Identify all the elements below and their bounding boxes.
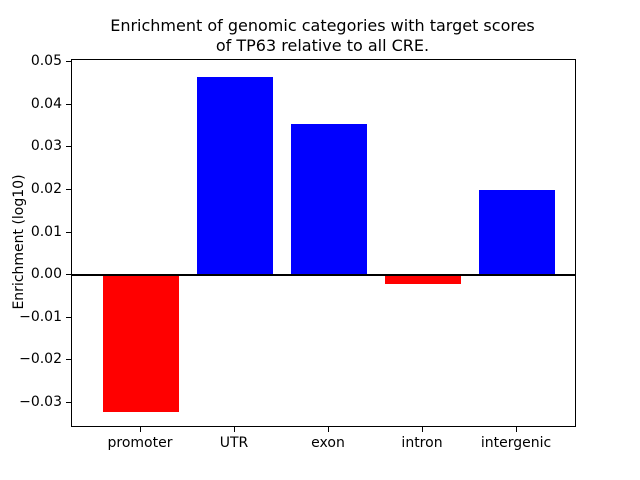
y-tick-label: 0.01 <box>30 224 62 240</box>
y-tick-mark <box>66 146 71 147</box>
y-tick-label: 0.00 <box>30 266 62 282</box>
y-tick-mark <box>66 359 71 360</box>
y-tick-mark <box>66 189 71 190</box>
y-tick-label: −0.03 <box>19 394 62 410</box>
x-tick-mark <box>328 427 329 432</box>
bar-UTR <box>197 77 273 276</box>
y-tick-mark <box>66 61 71 62</box>
bar-intron <box>385 275 461 284</box>
y-tick-mark <box>66 317 71 318</box>
y-tick-label: 0.04 <box>30 96 62 112</box>
y-tick-mark <box>66 232 71 233</box>
bar-exon <box>291 123 367 276</box>
y-tick-label: 0.03 <box>30 138 62 154</box>
y-tick-label: −0.02 <box>19 351 62 367</box>
x-tick-mark <box>140 427 141 432</box>
chart-title: Enrichment of genomic categories with ta… <box>110 16 535 55</box>
y-tick-label: 0.05 <box>30 53 62 69</box>
x-tick-label-intron: intron <box>401 435 443 451</box>
y-tick-label: 0.02 <box>30 181 62 197</box>
bar-promoter <box>103 275 179 412</box>
y-tick-mark <box>66 104 71 105</box>
y-tick-label: −0.01 <box>19 309 62 325</box>
plot-area <box>71 59 576 427</box>
x-tick-mark <box>516 427 517 432</box>
y-tick-mark <box>66 402 71 403</box>
y-tick-mark <box>66 274 71 275</box>
zero-line <box>72 274 575 277</box>
x-tick-mark <box>234 427 235 432</box>
x-tick-mark <box>422 427 423 432</box>
bar-intergenic <box>479 189 555 276</box>
x-tick-label-exon: exon <box>311 435 345 451</box>
x-tick-label-intergenic: intergenic <box>480 435 552 451</box>
x-tick-label-promoter: promoter <box>107 435 173 451</box>
x-tick-label-UTR: UTR <box>219 435 249 451</box>
